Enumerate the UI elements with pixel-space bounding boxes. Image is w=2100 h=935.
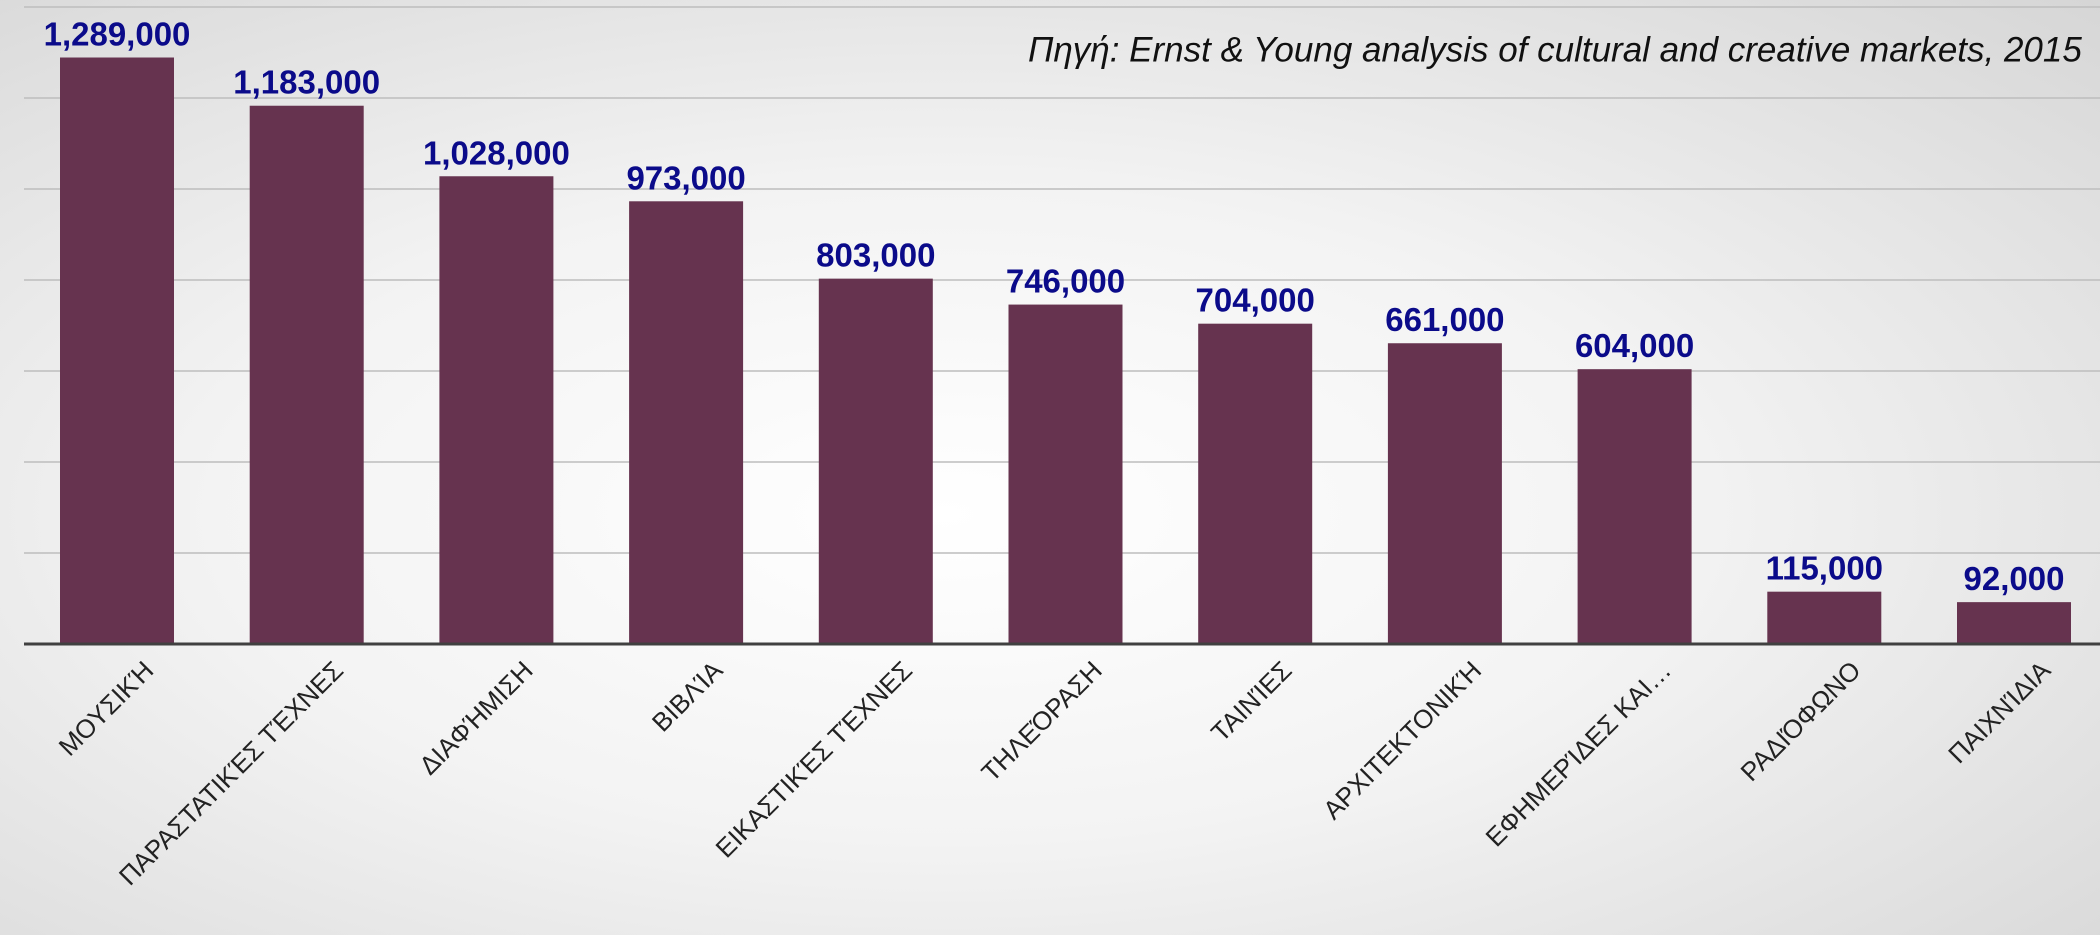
data-label: 973,000 xyxy=(626,159,745,196)
x-tick-label: ΤΗΛΕΌΡΑΣΗ xyxy=(975,655,1107,787)
data-label: 604,000 xyxy=(1575,327,1694,364)
data-label: 1,289,000 xyxy=(44,16,191,53)
x-tick-label: ΕΦΗΜΕΡΊΔΕΣ ΚΑΙ… xyxy=(1479,655,1676,852)
data-label: 92,000 xyxy=(1964,560,2065,597)
bar xyxy=(60,57,174,644)
bar xyxy=(1198,323,1313,644)
data-label: 704,000 xyxy=(1196,282,1315,319)
bar xyxy=(1008,304,1123,644)
x-tick-label: ΠΑΙΧΝΊΔΙΑ xyxy=(1942,655,2057,770)
x-tick-label: ΕΙΚΑΣΤΙΚΈΣ ΤΈΧΝΕΣ xyxy=(710,655,918,863)
x-tick-label: ΜΟΥΣΙΚΉ xyxy=(53,655,160,762)
data-label: 746,000 xyxy=(1006,263,1125,300)
x-tick-label: ΤΑΙΝΊΕΣ xyxy=(1205,655,1297,747)
x-tick-label: ΡΑΔΙΌΦΩΝΟ xyxy=(1735,655,1867,787)
data-label: 1,183,000 xyxy=(233,64,380,101)
bar xyxy=(249,105,364,645)
bar xyxy=(1387,343,1502,644)
x-tick-label: ΑΡΧΙΤΕΚΤΟΝΙΚΉ xyxy=(1317,655,1487,825)
x-tick-label: ΠΑΡΑΣΤΑΤΙΚΈΣ ΤΈΧΝΕΣ xyxy=(113,655,349,891)
data-label: 661,000 xyxy=(1385,301,1504,338)
chart-subtitle: Πηγή: Ernst & Young analysis of cultural… xyxy=(1028,30,2082,69)
x-tick-label: ΒΙΒΛΊΑ xyxy=(646,655,729,738)
x-tick-label: ΔΙΑΦΉΜΙΣΗ xyxy=(413,655,538,780)
bar xyxy=(1577,369,1692,644)
data-label: 1,028,000 xyxy=(423,134,570,171)
data-label: 115,000 xyxy=(1766,550,1883,587)
bar xyxy=(629,201,744,644)
data-label: 803,000 xyxy=(816,237,935,274)
bar xyxy=(818,278,933,644)
bar xyxy=(1767,591,1882,644)
bar xyxy=(439,176,554,644)
bar xyxy=(1957,602,2071,644)
